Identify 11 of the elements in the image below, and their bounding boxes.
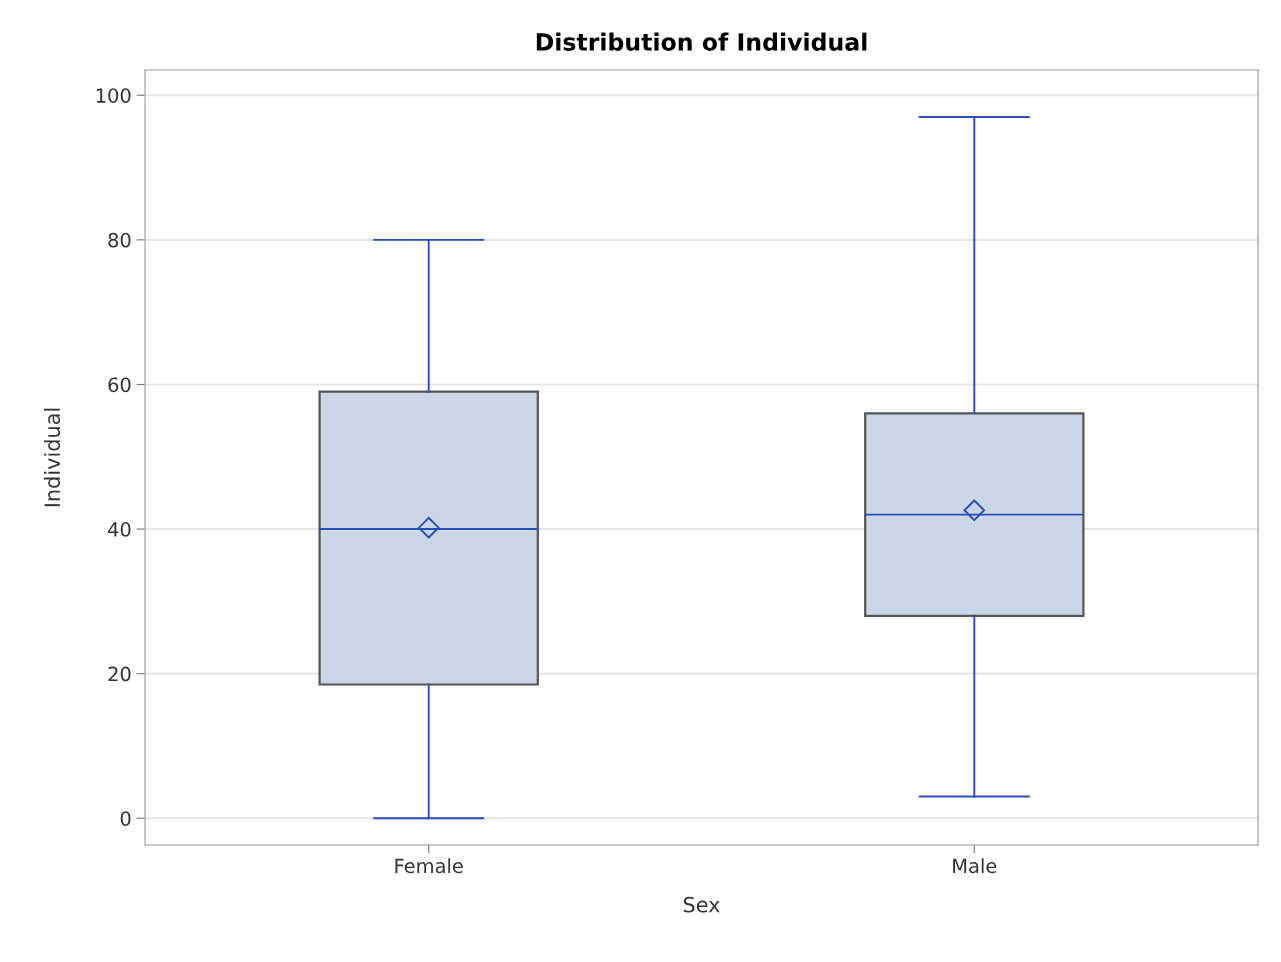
x-tick-label: Female xyxy=(395,858,463,874)
y-axis-title: Individual xyxy=(43,408,61,507)
y-tick-label: 80 xyxy=(108,232,131,248)
y-tick-label: 40 xyxy=(108,522,131,537)
y-tick-label: 60 xyxy=(108,377,131,393)
y-tick-label: 0 xyxy=(120,811,131,826)
y-tick-label: 100 xyxy=(96,88,131,103)
chart-title: Distribution of Individual xyxy=(536,32,867,51)
y-tick-label: 20 xyxy=(108,666,131,682)
x-tick-label: Male xyxy=(953,858,997,874)
x-axis-title: Sex xyxy=(683,896,720,913)
